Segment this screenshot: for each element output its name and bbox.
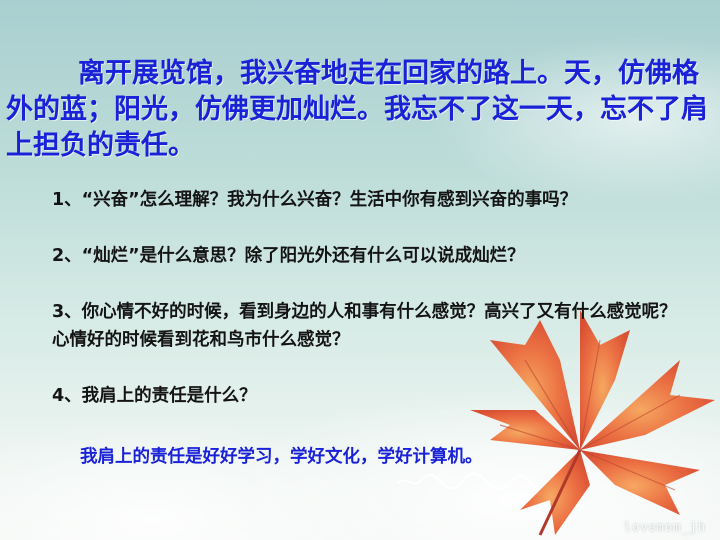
question-4: 4、我肩上的责任是什么？ <box>52 386 257 406</box>
answer-text: 我肩上的责任是好好学习，学好文化，学好计算机。 <box>80 447 483 467</box>
watermark: lovemom_jh <box>623 520 706 534</box>
maple-leaf-illustration <box>470 310 715 536</box>
question-1: 1、“兴奋”怎么理解？我为什么兴奋？生活中你有感到兴奋的事吗？ <box>52 190 578 210</box>
question-3: 3、你心情不好的时候，看到身边的人和事有什么感觉？高兴了又有什么感觉呢？心情好的… <box>52 302 677 350</box>
decorative-script <box>396 472 534 490</box>
passage-text: 离开展览馆，我兴奋地走在回家的路上。天，仿佛格外的蓝；阳光，仿佛更加灿烂。我忘不… <box>6 58 708 161</box>
question-list: 1、“兴奋”怎么理解？我为什么兴奋？生活中你有感到兴奋的事吗？ 2、“灿烂”是什… <box>52 186 692 410</box>
question-2: 2、“灿烂”是什么意思？除了阳光外还有什么可以说成灿烂？ <box>52 246 525 266</box>
